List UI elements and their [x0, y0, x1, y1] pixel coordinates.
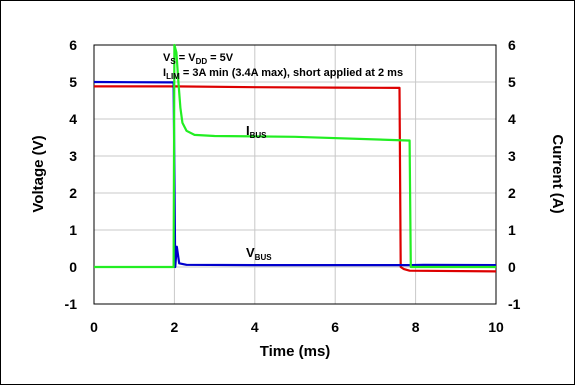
y-left-tick-label-1: 0: [69, 259, 77, 275]
x-tick-label-3: 6: [331, 319, 339, 335]
x-tick-label-1: 2: [171, 319, 179, 335]
annotation-vdd-sub: DD: [196, 57, 208, 66]
annotation-ilim: ILIM = 3A min (3.4A max), short applied …: [163, 67, 403, 81]
x-tick-label-0: 0: [90, 319, 98, 335]
y-left-tick-label-3: 2: [69, 185, 77, 201]
y-right-tick-label-7: 6: [508, 37, 516, 53]
annotation-vs-sub: S: [170, 57, 176, 66]
series-line-1: [94, 85, 497, 273]
x-tick-label-2: 4: [251, 319, 259, 335]
annotation-ilim-rest: = 3A min (3.4A max), short applied at 2 …: [180, 67, 403, 79]
series-layer: [93, 43, 497, 273]
x-axis-label: Time (ms): [260, 343, 331, 360]
annotation-vs-eq2: = 5V: [207, 52, 234, 64]
label-ibus: IBUS: [246, 123, 267, 140]
annotation-vs-v: V: [163, 52, 171, 64]
y-right-tick-label-6: 5: [508, 74, 516, 90]
label-vbus: VBUS: [246, 245, 272, 262]
label-vbus-sub: BUS: [255, 253, 273, 262]
annotation-vs-eq1: = V: [176, 52, 197, 64]
series-line-2: [94, 43, 496, 269]
y-left-tick-label-7: 6: [69, 37, 77, 53]
annotation-vs-vdd: VS = VDD = 5V: [163, 52, 234, 66]
label-ibus-main: I: [246, 123, 250, 138]
y-left-tick-label-4: 3: [69, 148, 77, 164]
y-axis-left-label: Voltage (V): [30, 135, 47, 212]
y-right-tick-label-4: 3: [508, 148, 516, 164]
y-left-tick-label-5: 4: [69, 111, 77, 127]
y-axis-right-label: Current (A): [549, 134, 566, 213]
y-right-tick-label-3: 2: [508, 185, 516, 201]
plot-area: [93, 44, 497, 305]
y-right-tick-label-5: 4: [508, 111, 516, 127]
y-left-tick-label-2: 1: [69, 222, 77, 238]
label-vbus-main: V: [246, 245, 255, 260]
x-tick-label-4: 8: [412, 319, 420, 335]
label-ibus-sub: BUS: [250, 131, 268, 140]
annotation-ilim-sub: LIM: [166, 72, 180, 81]
y-right-tick-label-2: 1: [508, 222, 516, 238]
y-left-tick-label-6: 5: [69, 74, 77, 90]
y-right-tick-label-1: 0: [508, 259, 516, 275]
y-left-tick-label-0: -1: [65, 296, 78, 312]
annotation-ilim-i: I: [163, 67, 166, 79]
x-tick-label-5: 10: [488, 319, 504, 335]
y-right-tick-label-0: -1: [508, 296, 521, 312]
